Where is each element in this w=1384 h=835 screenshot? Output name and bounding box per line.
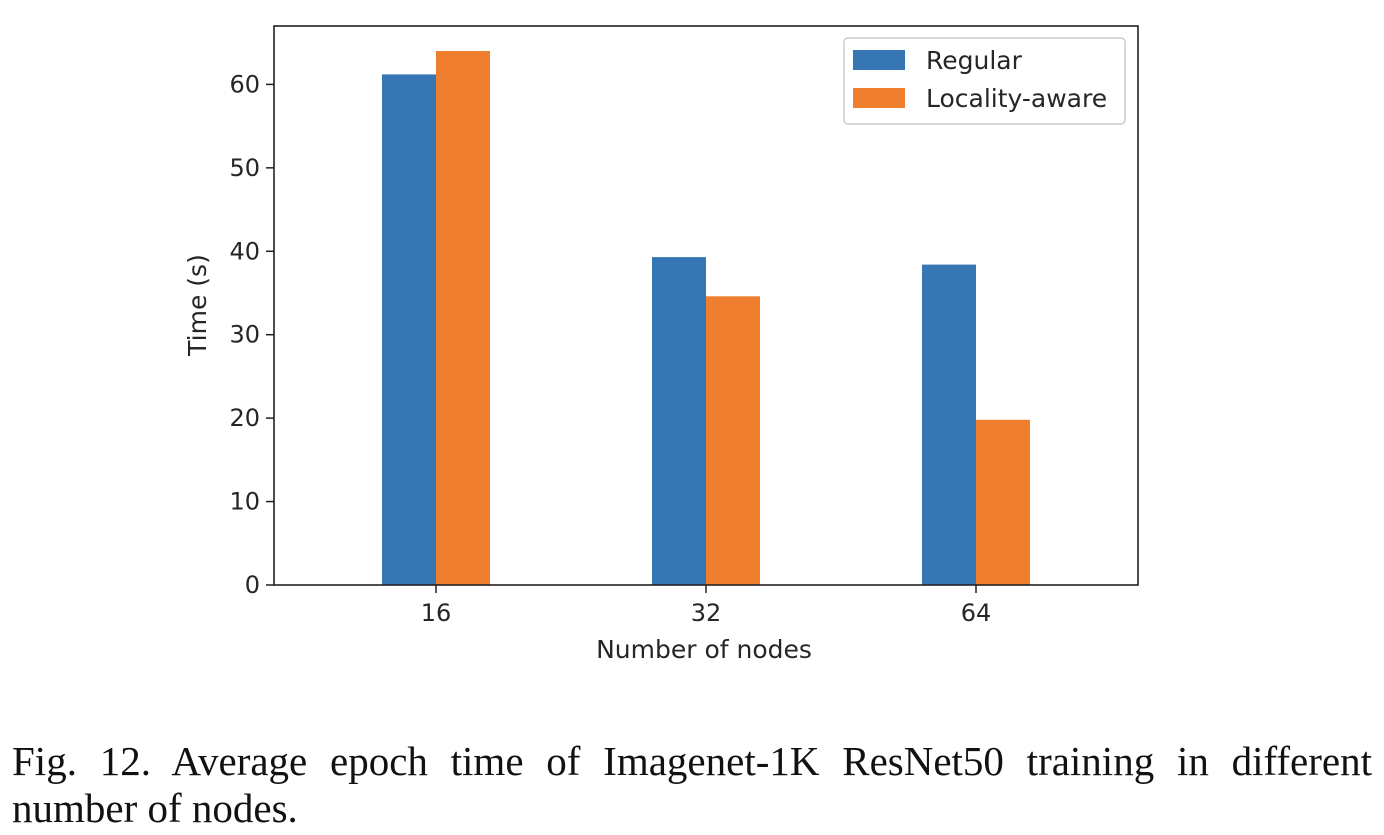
- bar-regular-16: [382, 74, 436, 586]
- legend-label-regular: Regular: [926, 46, 1023, 75]
- legend-frame: [843, 37, 1126, 125]
- bars-group: [382, 51, 1030, 586]
- figure-caption: Fig. 12. Average epoch time of Imagenet-…: [12, 738, 1372, 831]
- bar-chart: 0 10 20 30 40 50 60 16 32 64 Number of nodes Tim…: [183, 25, 1139, 664]
- x-tick-label-32: 32: [691, 599, 722, 627]
- x-tick-label-16: 16: [421, 599, 452, 627]
- y-axis: 0 10 20 30 40 50 60: [229, 70, 274, 599]
- y-tick-label-10: 10: [229, 488, 260, 516]
- x-axis: 16 32 64: [421, 585, 992, 627]
- y-axis-label: Time (s): [183, 254, 212, 357]
- y-tick-label-20: 20: [229, 404, 260, 432]
- x-axis-label: Number of nodes: [596, 635, 812, 664]
- bar-regular-32: [652, 257, 706, 585]
- y-tick-label-40: 40: [229, 237, 260, 265]
- bar-locality-aware-16: [436, 51, 490, 585]
- x-tick-label-64: 64: [961, 599, 992, 627]
- bar-locality-aware-64: [976, 419, 1030, 585]
- legend-label-locality-aware: Locality-aware: [926, 84, 1107, 113]
- legend-swatch-locality-aware: [853, 88, 905, 108]
- y-tick-label-30: 30: [229, 321, 260, 349]
- bar-regular-64: [922, 264, 976, 585]
- y-tick-label-0: 0: [245, 571, 260, 599]
- y-tick-label-50: 50: [229, 154, 260, 182]
- legend: Regular Locality-aware: [843, 37, 1126, 125]
- y-tick-label-60: 60: [229, 70, 260, 98]
- legend-swatch-regular: [853, 50, 905, 70]
- bar-locality-aware-32: [706, 296, 760, 585]
